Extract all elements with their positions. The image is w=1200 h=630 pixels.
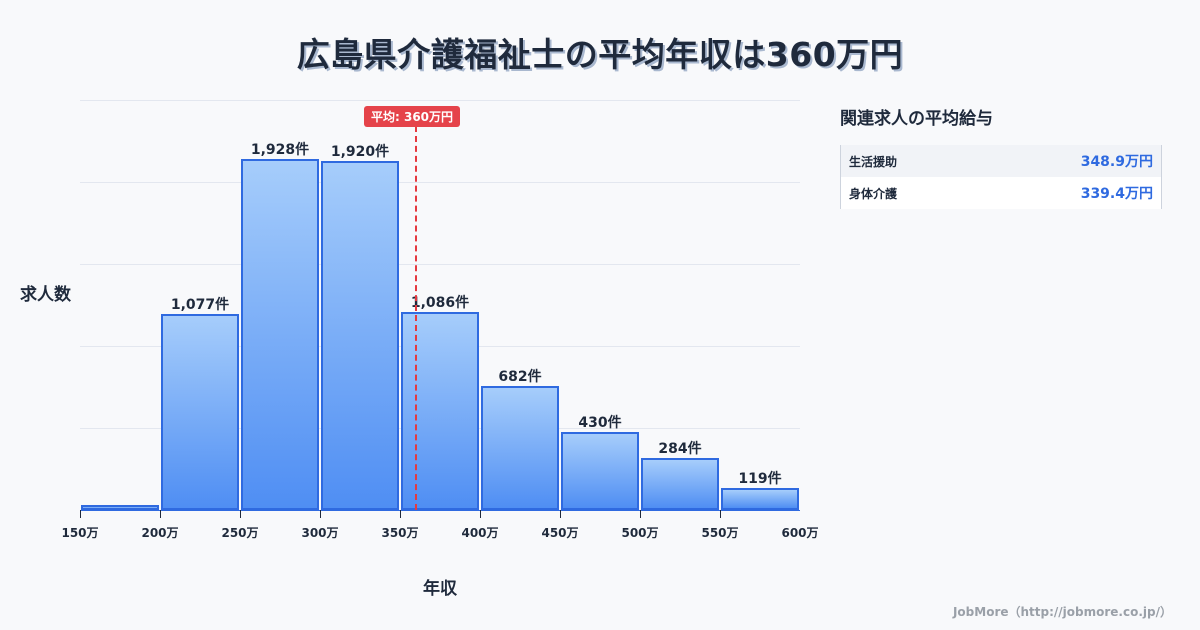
x-tick bbox=[320, 510, 321, 518]
x-tick-label: 350万 bbox=[381, 526, 419, 540]
job-name: 生活援助 bbox=[849, 154, 898, 169]
gridline bbox=[80, 264, 800, 265]
x-tick bbox=[640, 510, 641, 518]
x-tick-label: 250万 bbox=[221, 526, 259, 540]
bar-value-label: 682件 bbox=[498, 368, 542, 385]
histogram-bar bbox=[321, 160, 399, 510]
x-tick-label: 600万 bbox=[781, 526, 819, 540]
average-badge: 平均: 360万円 bbox=[364, 106, 461, 127]
bar-value-label: 284件 bbox=[658, 441, 702, 458]
x-axis-line bbox=[80, 510, 800, 511]
source-credit: JobMore（http://jobmore.co.jp/） bbox=[952, 605, 1172, 619]
x-tick bbox=[720, 510, 721, 518]
bar-value-label: 430件 bbox=[578, 414, 622, 431]
plot-area: 1,077件 1,928件 1,920件 1,086件 682件 430件 284件 119件 bbox=[80, 100, 800, 510]
x-tick bbox=[160, 510, 161, 518]
x-tick-label: 400万 bbox=[461, 526, 499, 540]
x-tick-label: 300万 bbox=[301, 526, 339, 540]
gridline bbox=[80, 182, 800, 183]
histogram-bar bbox=[641, 458, 719, 510]
histogram-bar bbox=[241, 159, 319, 510]
bar-value-label: 119件 bbox=[738, 471, 782, 488]
x-axis-label: 年収 bbox=[423, 579, 457, 599]
x-tick-label: 550万 bbox=[701, 526, 739, 540]
x-tick bbox=[400, 510, 401, 518]
histogram-bar bbox=[481, 385, 559, 510]
job-name: 身体介護 bbox=[849, 186, 898, 201]
x-tick bbox=[480, 510, 481, 518]
bar-value-label: 1,920件 bbox=[330, 143, 390, 160]
x-tick bbox=[560, 510, 561, 518]
job-salary: 339.4万円 bbox=[1080, 186, 1153, 202]
histogram-bar bbox=[161, 314, 239, 510]
related-salary-row: 生活援助 348.9万円 bbox=[841, 145, 1161, 177]
chart-title: 広島県介護福祉士の平均年収は360万円 bbox=[296, 35, 904, 74]
x-tick-label: 500万 bbox=[621, 526, 659, 540]
histogram-bar bbox=[81, 504, 159, 510]
related-salary-row: 身体介護 339.4万円 bbox=[841, 177, 1161, 209]
x-tick-label: 450万 bbox=[541, 526, 579, 540]
bar-value-label: 1,077件 bbox=[170, 297, 230, 313]
histogram-bar bbox=[561, 431, 639, 510]
y-axis-label: 求人数 bbox=[20, 285, 71, 305]
histogram-bar bbox=[401, 312, 479, 510]
related-salary-title: 関連求人の平均給与 bbox=[840, 109, 993, 129]
histogram-bar bbox=[721, 488, 799, 510]
job-salary: 348.9万円 bbox=[1080, 154, 1153, 170]
x-tick bbox=[240, 510, 241, 518]
bar-value-label: 1,928件 bbox=[250, 142, 310, 159]
related-salary-table: 生活援助 348.9万円 身体介護 339.4万円 bbox=[840, 145, 1162, 209]
average-line bbox=[415, 126, 417, 510]
gridline bbox=[80, 100, 800, 101]
x-tick-label: 150万 bbox=[61, 526, 99, 540]
x-tick-label: 200万 bbox=[141, 526, 179, 540]
x-tick bbox=[80, 510, 81, 518]
bar-value-label: 1,086件 bbox=[410, 295, 470, 312]
